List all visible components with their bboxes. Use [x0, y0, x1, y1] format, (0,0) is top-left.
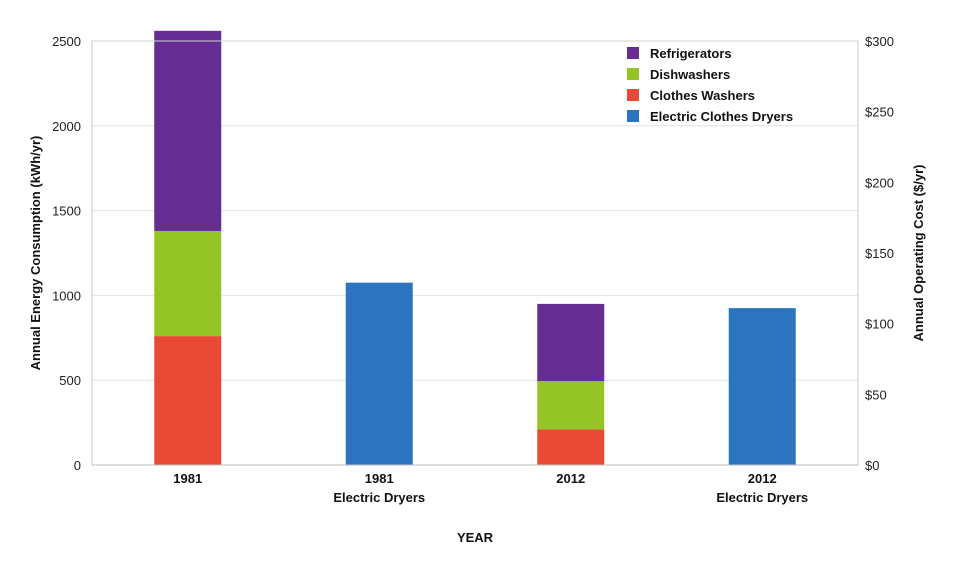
legend-swatch-refrigerators [627, 47, 639, 59]
bars [154, 30, 796, 465]
y-right-tick-label: $150 [865, 246, 894, 261]
bar-electric-clothes-dryers [345, 282, 413, 465]
bar-refrigerators [537, 303, 605, 382]
y-axis-title-right: Annual Operating Cost ($/yr) [911, 165, 926, 342]
y-tick-label: 1500 [52, 204, 81, 219]
legend: Refrigerators Dishwashers Clothes Washers E… [627, 46, 793, 124]
x-axis-title: YEAR [457, 530, 494, 545]
axes [91, 40, 859, 466]
y-axis-title-left: Annual Energy Consumption (kWh/yr) [28, 136, 43, 371]
y-tick-label: 2500 [52, 34, 81, 49]
y-tick-label: 0 [74, 458, 81, 473]
right-y-tick-labels: $0 $50 $100 $150 $200 $250 $300 [865, 34, 894, 473]
y-right-tick-label: $250 [865, 105, 894, 120]
x-tick-label: 1981 [365, 471, 394, 486]
y-right-tick-label: $100 [865, 317, 894, 332]
bar-dishwashers [537, 381, 605, 430]
y-tick-label: 500 [59, 373, 81, 388]
x-tick-label: 2012 [556, 471, 585, 486]
bar-clothes-washers [537, 429, 605, 465]
legend-label-electric-clothes-dryers: Electric Clothes Dryers [650, 109, 793, 124]
legend-label-refrigerators: Refrigerators [650, 46, 732, 61]
left-y-tick-labels: 0 500 1000 1500 2000 2500 [52, 34, 81, 473]
y-tick-label: 2000 [52, 119, 81, 134]
bar-electric-clothes-dryers [728, 308, 796, 465]
y-tick-label: 1000 [52, 288, 81, 303]
legend-swatch-dishwashers [627, 68, 639, 80]
y-right-tick-label: $200 [865, 175, 894, 190]
bar-refrigerators [154, 30, 222, 231]
x-tick-label: 2012 [748, 471, 777, 486]
y-right-tick-label: $300 [865, 34, 894, 49]
legend-label-dishwashers: Dishwashers [650, 67, 730, 82]
bar-dishwashers [154, 230, 222, 337]
x-tick-sublabel: Electric Dryers [333, 490, 425, 505]
legend-swatch-clothes-washers [627, 89, 639, 101]
bar-clothes-washers [154, 336, 222, 465]
legend-label-clothes-washers: Clothes Washers [650, 88, 755, 103]
y-right-tick-label: $0 [865, 458, 879, 473]
x-tick-labels: 1981 1981 Electric Dryers 2012 2012 Electric … [173, 471, 808, 505]
legend-swatch-electric-clothes-dryers [627, 110, 639, 122]
x-tick-label: 1981 [173, 471, 202, 486]
y-right-tick-label: $50 [865, 387, 887, 402]
x-tick-sublabel: Electric Dryers [716, 490, 808, 505]
